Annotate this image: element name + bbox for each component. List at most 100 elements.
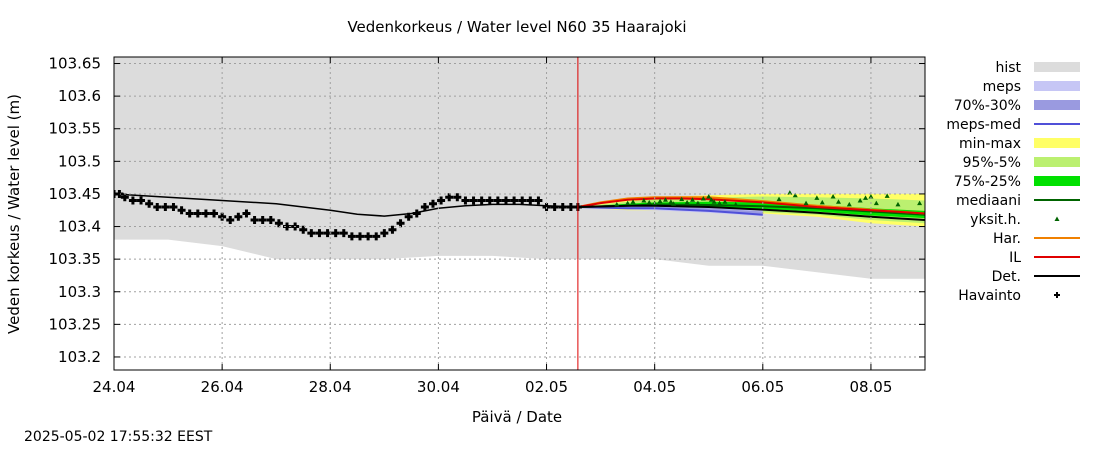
observation-point xyxy=(153,202,162,211)
legend-label: meps xyxy=(983,79,1021,95)
single-member-point xyxy=(708,197,714,202)
observation-point xyxy=(201,209,210,218)
plot-layers xyxy=(114,57,925,279)
observation-point xyxy=(137,196,146,205)
observation-point xyxy=(501,196,510,205)
observation-point xyxy=(331,229,340,238)
y-tick-label: 103.4 xyxy=(58,218,101,236)
observation-point xyxy=(218,212,227,221)
y-axis-label: Veden korkeus / Water level (m) xyxy=(5,94,23,334)
timestamp: 2025-05-02 17:55:32 EEST xyxy=(24,429,213,445)
single-member-point xyxy=(846,201,852,207)
observation-point xyxy=(266,216,275,225)
legend-swatch xyxy=(1054,216,1060,221)
x-tick-label: 26.04 xyxy=(201,378,244,396)
y-tick-label: 103.45 xyxy=(49,185,102,203)
legend-label: min-max xyxy=(959,136,1021,152)
single-member-point xyxy=(662,197,668,202)
observation-point xyxy=(461,196,470,205)
y-tick-label: 103.35 xyxy=(49,250,102,268)
legend-label: 95%-5% xyxy=(963,155,1021,171)
single-member-point xyxy=(787,190,793,195)
legend-label: Har. xyxy=(993,231,1021,247)
single-member-point xyxy=(733,201,739,207)
observation-point xyxy=(242,209,251,218)
single-member-point xyxy=(646,199,652,205)
observation-point xyxy=(534,196,543,205)
legend-label: meps-med xyxy=(946,117,1021,133)
legend-swatch xyxy=(1034,100,1080,110)
single-member-point xyxy=(690,197,696,202)
legend-swatch xyxy=(1034,62,1080,72)
single-member-point xyxy=(857,197,863,203)
single-member-point xyxy=(917,200,923,206)
observation-point xyxy=(161,202,170,211)
observation-point xyxy=(347,232,356,241)
observation-point xyxy=(210,209,219,218)
legend-label: Det. xyxy=(992,269,1021,285)
legend-label: 70%-30% xyxy=(954,98,1021,114)
observation-point xyxy=(145,199,154,208)
observation-point xyxy=(453,193,462,202)
observation-point xyxy=(226,216,235,225)
single-member-point xyxy=(873,200,879,206)
observation-point xyxy=(542,202,551,211)
observation-point xyxy=(477,196,486,205)
single-member-point xyxy=(722,199,728,204)
legend-label: 75%-25% xyxy=(954,174,1021,190)
single-member-point xyxy=(717,200,723,206)
x-tick-label: 02.05 xyxy=(525,378,568,396)
observation-point xyxy=(128,196,137,205)
x-tick-label: 24.04 xyxy=(93,378,136,396)
legend-label: Havainto xyxy=(958,288,1021,304)
observation-point xyxy=(420,202,429,211)
observation-point xyxy=(274,219,283,228)
plot-frame xyxy=(113,56,926,371)
single-member-point xyxy=(803,200,809,206)
y-tick-label: 103.6 xyxy=(58,87,101,105)
observation-point xyxy=(485,196,494,205)
observation-point xyxy=(356,232,365,241)
x-tick-label: 04.05 xyxy=(633,378,676,396)
observation-point xyxy=(526,196,535,205)
hist-band xyxy=(114,57,925,279)
meps-med-line xyxy=(577,206,763,216)
single-member-point xyxy=(814,195,820,200)
single-member-point xyxy=(776,196,782,202)
x-tick-label: 28.04 xyxy=(309,378,352,396)
single-member-point xyxy=(863,195,869,200)
observation-point xyxy=(258,216,267,225)
single-member-point xyxy=(700,196,706,201)
legend-label: IL xyxy=(1009,250,1021,266)
legend-label: yksit.h. xyxy=(970,212,1021,228)
single-member-point xyxy=(668,199,674,204)
observation-point xyxy=(445,193,454,202)
legend-label: mediaani xyxy=(956,193,1021,209)
single-member-point xyxy=(711,199,717,204)
single-member-point xyxy=(819,199,825,205)
y-tick-label: 103.2 xyxy=(58,348,101,366)
observation-point xyxy=(550,202,559,211)
single-member-point xyxy=(695,200,701,206)
observation-point xyxy=(234,212,243,221)
x-tick-label: 30.04 xyxy=(417,378,460,396)
single-member-point xyxy=(614,201,620,207)
single-member-point xyxy=(830,194,836,199)
y-tick-label: 103.55 xyxy=(49,120,102,138)
observation-point xyxy=(364,232,373,241)
observation-point xyxy=(250,216,259,225)
y-tick-label: 103.65 xyxy=(49,55,102,73)
observation-point xyxy=(177,206,186,215)
single-member-point xyxy=(630,199,636,204)
single-member-point xyxy=(625,200,631,206)
plot-area xyxy=(114,57,925,370)
il-line xyxy=(577,197,925,215)
observation-point xyxy=(412,209,421,218)
observation-point xyxy=(307,229,316,238)
observation-point xyxy=(396,219,405,228)
observation-point xyxy=(437,196,446,205)
observation-point xyxy=(428,199,437,208)
observation-point xyxy=(388,225,397,234)
observation-point xyxy=(518,196,527,205)
observation-point xyxy=(193,209,202,218)
